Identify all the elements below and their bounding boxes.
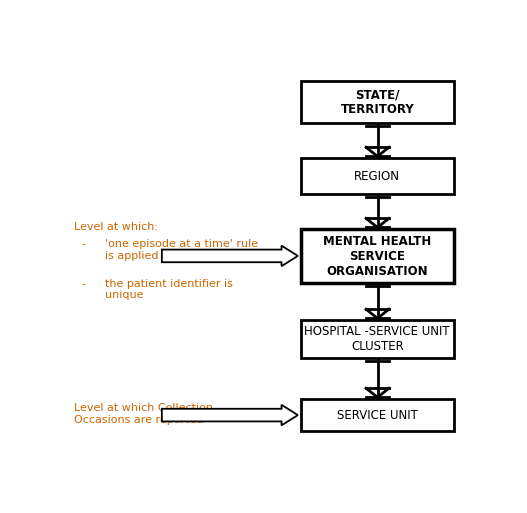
FancyArrow shape <box>162 246 298 266</box>
Text: -: - <box>81 279 85 289</box>
Text: REGION: REGION <box>354 170 401 183</box>
Text: the patient identifier is
unique: the patient identifier is unique <box>105 279 232 301</box>
Text: Level at which Collection
Occasions are reported: Level at which Collection Occasions are … <box>74 403 213 425</box>
Text: SERVICE UNIT: SERVICE UNIT <box>337 408 418 422</box>
Text: STATE/
TERRITORY: STATE/ TERRITORY <box>340 88 414 116</box>
Text: HOSPITAL -SERVICE UNIT
CLUSTER: HOSPITAL -SERVICE UNIT CLUSTER <box>305 325 450 353</box>
Bar <box>301 229 454 283</box>
Text: MENTAL HEALTH
SERVICE
ORGANISATION: MENTAL HEALTH SERVICE ORGANISATION <box>323 234 432 278</box>
FancyArrow shape <box>162 405 298 425</box>
Bar <box>301 159 454 194</box>
Bar <box>301 399 454 431</box>
Text: 'one episode at a time' rule
is applied: 'one episode at a time' rule is applied <box>105 240 258 261</box>
Bar <box>301 82 454 123</box>
Text: -: - <box>81 240 85 249</box>
Bar <box>301 320 454 358</box>
Text: Level at which:: Level at which: <box>74 222 158 231</box>
